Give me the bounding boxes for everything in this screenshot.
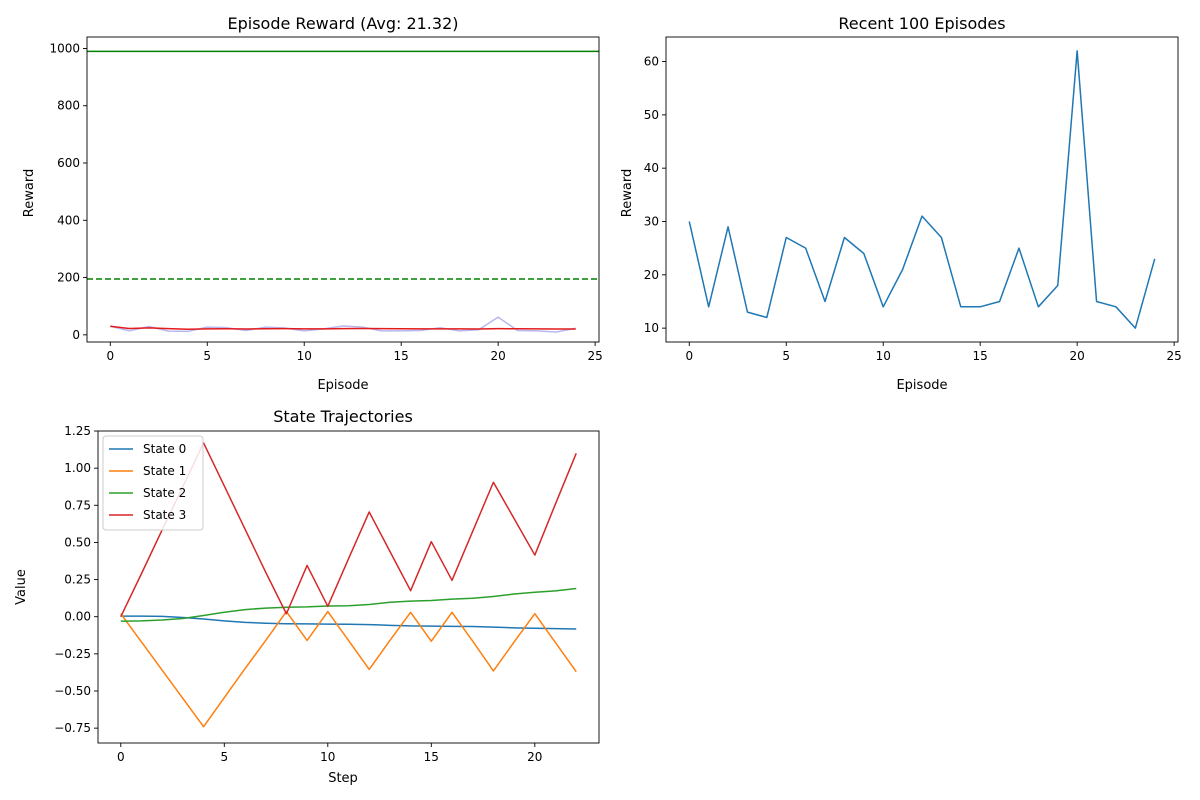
states-axes-frame: [97, 430, 600, 744]
reward-xtick-label: 5: [203, 349, 211, 363]
reward-ylabel: Reward: [22, 169, 37, 217]
states-ytick-label: −0.50: [54, 684, 91, 698]
reward-line-series-0: [110, 316, 576, 333]
states-xtick-label: 5: [220, 750, 228, 764]
states-ytick-label: 0.75: [64, 498, 91, 512]
states-ytick-label: 0.00: [64, 610, 91, 624]
recent-subplot: Recent 100 Episodes Episode Reward 0 5 10 1…: [620, 14, 1182, 393]
recent-axes-frame: [665, 36, 1179, 343]
reward-xlabel: Episode: [317, 378, 368, 393]
recent-xtick-label: 5: [782, 349, 790, 363]
recent-line-series-0: [688, 50, 1156, 329]
recent-xtick-label: 20: [1070, 349, 1085, 363]
recent-ytick-label: 50: [644, 108, 659, 122]
reward-axes-frame: [86, 36, 600, 343]
recent-ytick-label: 20: [644, 268, 659, 282]
states-subplot: State Trajectories Step Value 0 5 10 15 20 −0…: [14, 407, 600, 786]
states-ytick-label: −0.75: [54, 721, 91, 735]
recent-xtick-label: 25: [1166, 349, 1181, 363]
recent-ytick-label: 10: [644, 321, 659, 335]
recent-ylabel: Reward: [620, 169, 635, 217]
reward-ytick-label: 800: [57, 99, 80, 113]
states-legend-box: [102, 435, 204, 531]
states-legend: State 0 State 1 State 2 State 3: [102, 435, 204, 531]
reward-ytick-label: 0: [72, 328, 80, 342]
states-xlabel: Step: [328, 771, 358, 786]
reward-xtick-label: 20: [491, 349, 506, 363]
reward-line-series-1: [110, 325, 576, 330]
states-xtick-label: 10: [320, 750, 335, 764]
reward-xtick-label: 0: [106, 349, 114, 363]
states-ylabel: Value: [14, 569, 29, 605]
recent-xtick-label: 15: [973, 349, 988, 363]
states-legend-label-state-1: State 1: [143, 464, 186, 478]
reward-xtick-label: 10: [297, 349, 312, 363]
states-legend-label-state-2: State 2: [143, 486, 186, 500]
states-title: State Trajectories: [273, 407, 413, 426]
states-line-state-2: [120, 587, 577, 622]
states-line-state-0: [120, 615, 577, 630]
states-ytick-label: −0.25: [54, 647, 91, 661]
states-xtick-label: 0: [117, 750, 125, 764]
reward-ytick-label: 200: [57, 271, 80, 285]
recent-ytick-label: 60: [644, 55, 659, 69]
recent-xlabel: Episode: [896, 378, 947, 393]
reward-ytick-label: 400: [57, 213, 80, 227]
reward-ytick-label: 1000: [49, 41, 80, 55]
reward-plot-area: [87, 50, 599, 333]
states-legend-label-state-0: State 0: [143, 442, 186, 456]
states-ytick-label: 0.50: [64, 535, 91, 549]
states-ytick-label: 0.25: [64, 573, 91, 587]
recent-title: Recent 100 Episodes: [838, 14, 1005, 33]
states-xtick-label: 20: [527, 750, 542, 764]
states-xtick-label: 15: [424, 750, 439, 764]
recent-ytick-label: 40: [644, 161, 659, 175]
reward-xtick-label: 15: [394, 349, 409, 363]
recent-plot-area: [688, 50, 1156, 329]
states-legend-label-state-3: State 3: [143, 508, 186, 522]
recent-xtick-label: 10: [876, 349, 891, 363]
recent-xtick-label: 0: [685, 349, 693, 363]
reward-title: Episode Reward (Avg: 21.32): [228, 14, 459, 33]
states-ytick-label: 1.25: [64, 424, 91, 438]
states-line-state-1: [120, 610, 577, 728]
states-ytick-label: 1.00: [64, 461, 91, 475]
reward-xtick-label: 25: [587, 349, 602, 363]
recent-ytick-label: 30: [644, 214, 659, 228]
reward-subplot: Episode Reward (Avg: 21.32) Episode Rewa…: [22, 14, 603, 393]
reward-ytick-label: 600: [57, 156, 80, 170]
